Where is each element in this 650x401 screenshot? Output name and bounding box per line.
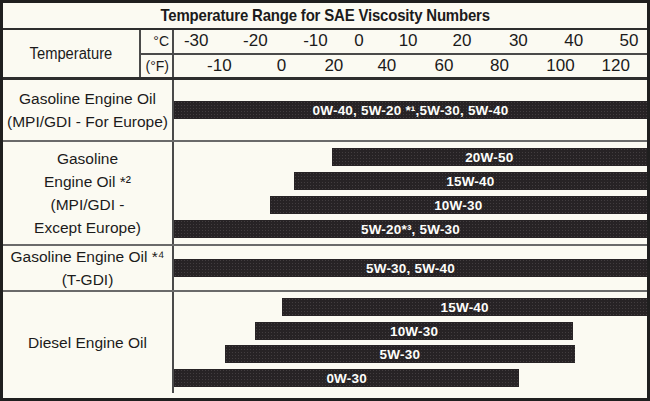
oil-type-label-line: (MPI/GDI - For Europe) xyxy=(7,110,168,133)
fahrenheit-tick-label: 80 xyxy=(490,55,509,75)
oil-type-label-line: (MPI/GDI - xyxy=(50,193,124,216)
celsius-scale-row: °C -30 -20 -10 0 10 20 30 40 50 xyxy=(141,30,647,55)
viscosity-range-bar: 15W-40 xyxy=(282,298,647,316)
viscosity-range-bar: 5W-20*³, 5W-30 xyxy=(174,220,647,238)
oil-type-label-line: Diesel Engine Oil xyxy=(28,331,147,354)
temperature-header-cell: Temperature xyxy=(3,30,141,77)
celsius-tick-label: 40 xyxy=(564,31,583,51)
fahrenheit-tick-label: 0 xyxy=(277,55,286,75)
celsius-scale: -30 -20 -10 0 10 20 30 40 50 xyxy=(174,30,647,53)
oil-type-label: Diesel Engine Oil xyxy=(3,292,174,393)
celsius-tick-label: 10 xyxy=(399,31,418,51)
celsius-tick-label: -20 xyxy=(243,31,268,51)
chart-body: Gasoline Engine Oil(MPI/GDI - For Europe… xyxy=(3,80,647,393)
oil-type-label-line: Engine Oil *² xyxy=(44,170,131,193)
viscosity-range-bar: 0W-40, 5W-20 *¹,5W-30, 5W-40 xyxy=(174,101,647,119)
viscosity-range-bar: 10W-30 xyxy=(255,322,572,340)
oil-type-label-line: (T-GDI) xyxy=(62,268,114,291)
fahrenheit-scale: -10 0 20 40 60 80 100 120 xyxy=(174,55,647,78)
celsius-tick-label: 0 xyxy=(354,31,363,51)
temperature-range-area: 15W-40 10W-30 5W-30 0W-30 xyxy=(174,292,647,393)
oil-type-section: Gasoline Engine Oil *⁴(T-GDI)5W-30, 5W-4… xyxy=(3,244,647,290)
oil-type-label-line: Gasoline Engine Oil xyxy=(19,87,156,110)
fahrenheit-tick-label: 120 xyxy=(602,55,630,75)
fahrenheit-unit-label: (°F) xyxy=(141,55,174,78)
oil-type-label: GasolineEngine Oil *²(MPI/GDI -Except Eu… xyxy=(3,142,174,244)
celsius-tick-label: 30 xyxy=(509,31,528,51)
chart-title-text: Temperature Range for SAE Viscosity Numb… xyxy=(160,6,489,26)
viscosity-range-bar: 5W-30, 5W-40 xyxy=(174,259,647,277)
oil-type-label-line: Gasoline xyxy=(57,147,118,170)
scale-header: Temperature °C -30 -20 -10 0 10 20 30 40 50 (°F)… xyxy=(3,30,647,80)
celsius-tick-label: -10 xyxy=(303,31,328,51)
temperature-label: Temperature xyxy=(30,45,113,63)
fahrenheit-tick-label: -10 xyxy=(207,55,232,75)
oil-type-label: Gasoline Engine Oil(MPI/GDI - For Europe… xyxy=(3,80,174,140)
temperature-range-area: 5W-30, 5W-40 xyxy=(174,246,647,290)
oil-type-section: GasolineEngine Oil *²(MPI/GDI -Except Eu… xyxy=(3,140,647,244)
fahrenheit-tick-label: 40 xyxy=(377,55,396,75)
scale-header-right: °C -30 -20 -10 0 10 20 30 40 50 (°F) -10 0 20 40 60 8… xyxy=(141,30,647,77)
viscosity-range-bar: 0W-30 xyxy=(174,369,519,387)
fahrenheit-tick-label: 20 xyxy=(324,55,343,75)
oil-type-section: Gasoline Engine Oil(MPI/GDI - For Europe… xyxy=(3,80,647,140)
viscosity-range-bar: 15W-40 xyxy=(294,172,647,190)
celsius-tick-label: -30 xyxy=(184,31,209,51)
oil-type-section: Diesel Engine Oil 15W-40 10W-30 5W-30 0W-30 xyxy=(3,290,647,393)
fahrenheit-scale-row: (°F) -10 0 20 40 60 80 100 120 xyxy=(141,55,647,78)
temperature-range-area: 20W-50 15W-40 10W-30 5W-20*³, 5W-30 xyxy=(174,142,647,244)
oil-type-label: Gasoline Engine Oil *⁴(T-GDI) xyxy=(3,246,174,290)
viscosity-range-bar: 20W-50 xyxy=(332,148,647,166)
temperature-range-area: 0W-40, 5W-20 *¹,5W-30, 5W-40 xyxy=(174,80,647,140)
viscosity-range-bar: 5W-30 xyxy=(225,345,575,363)
oil-type-label-line: Except Europe) xyxy=(34,216,141,239)
oil-type-label-line: Gasoline Engine Oil *⁴ xyxy=(11,245,165,268)
celsius-tick-label: 20 xyxy=(453,31,472,51)
celsius-tick-label: 50 xyxy=(620,31,639,51)
viscosity-range-bar: 10W-30 xyxy=(270,196,647,214)
fahrenheit-tick-label: 60 xyxy=(435,55,454,75)
fahrenheit-tick-label: 100 xyxy=(546,55,574,75)
celsius-unit-label: °C xyxy=(141,30,174,53)
chart-title: Temperature Range for SAE Viscosity Numb… xyxy=(3,3,647,30)
viscosity-chart-table: Temperature Range for SAE Viscosity Numb… xyxy=(0,0,650,401)
